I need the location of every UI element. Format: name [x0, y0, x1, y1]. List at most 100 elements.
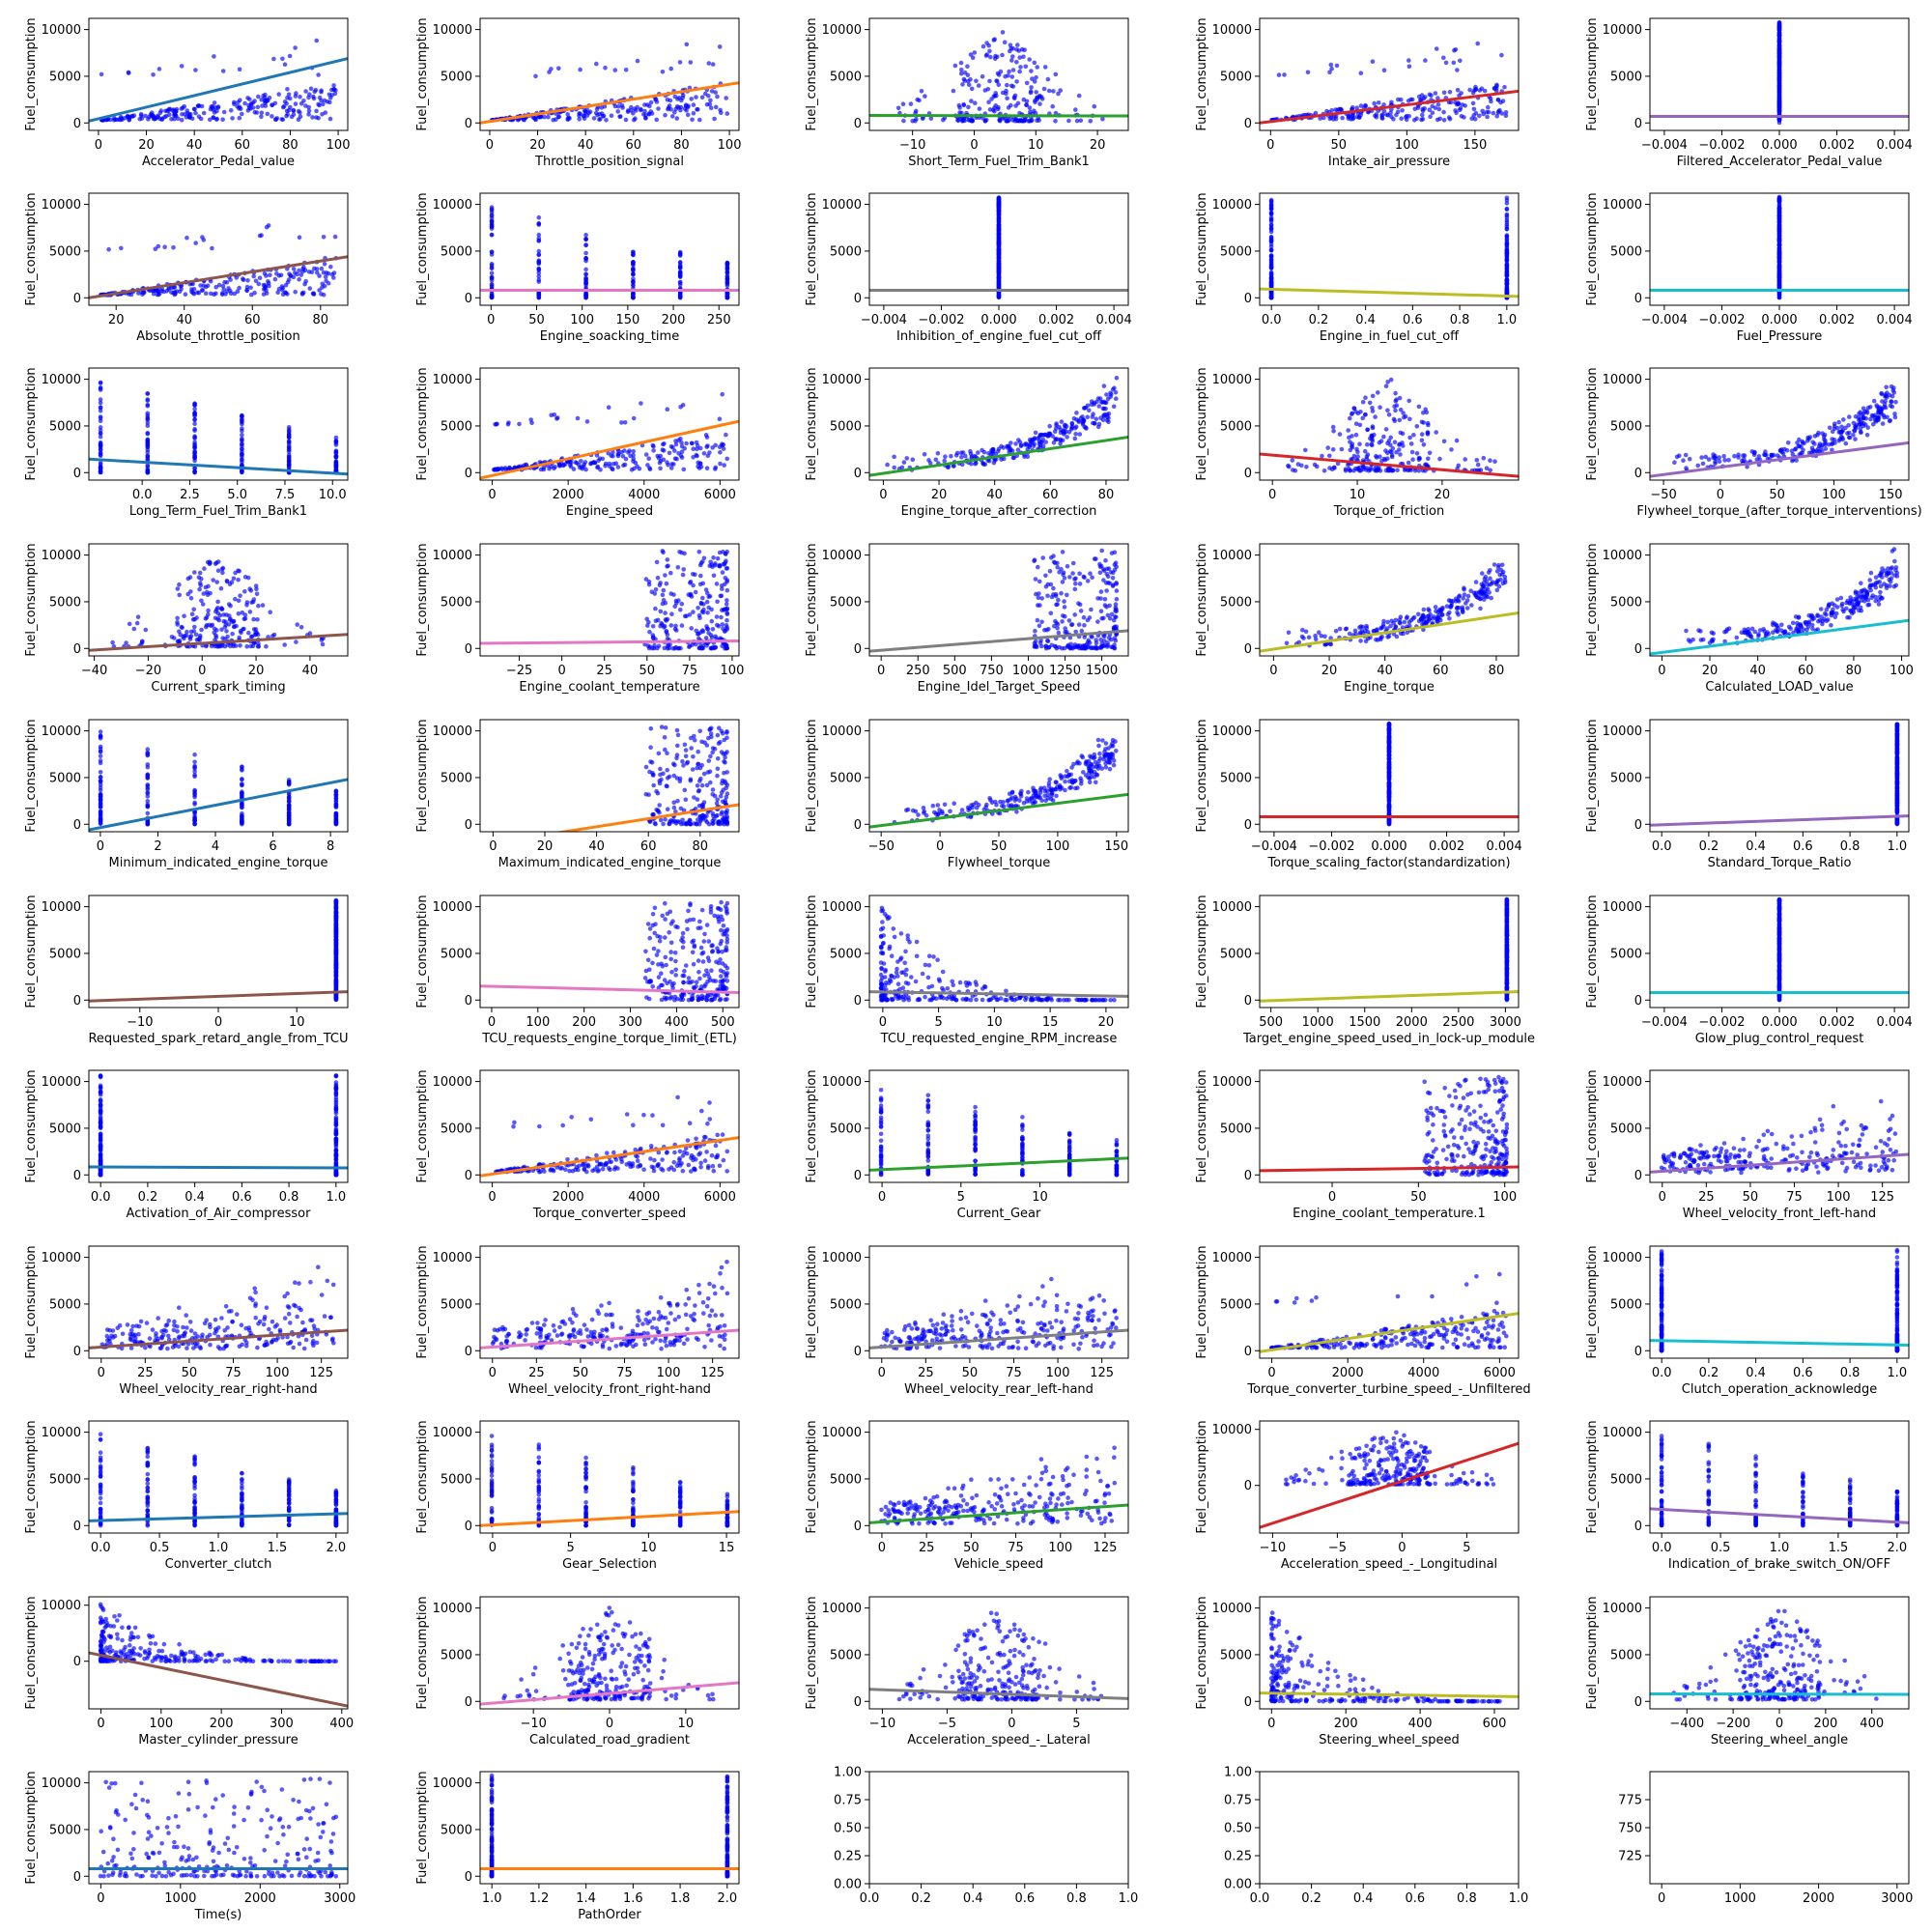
- scatter-point: [240, 414, 244, 419]
- scatter-point: [198, 116, 204, 122]
- scatter-point: [986, 43, 991, 48]
- scatter-point: [987, 48, 992, 54]
- scatter-point: [661, 587, 667, 593]
- scatter-point: [198, 283, 203, 288]
- scatter-point: [177, 592, 182, 598]
- scatter-point: [713, 104, 719, 110]
- scatter-point: [1504, 207, 1510, 212]
- scatter-point: [199, 577, 204, 582]
- scatter-point: [317, 273, 322, 278]
- scatter-point: [633, 460, 639, 466]
- y-tick-label: 0: [854, 117, 862, 131]
- scatter-point: [1484, 109, 1490, 115]
- scatter-point: [1426, 422, 1431, 428]
- scatter-point: [720, 391, 724, 397]
- scatter-point: [996, 273, 1002, 279]
- scatter-point: [1067, 575, 1072, 580]
- scatter-point: [331, 275, 336, 280]
- y-tick-label: 10000: [1212, 373, 1252, 387]
- regression-line: [1650, 440, 1909, 478]
- scatter-point: [1372, 100, 1377, 106]
- x-tick-label: −10: [899, 138, 925, 153]
- scatter-point: [724, 273, 730, 279]
- scatter-point: [1029, 69, 1034, 73]
- scatter-point: [711, 555, 716, 560]
- scatter-point: [1015, 447, 1021, 453]
- scatter-point: [1504, 201, 1510, 206]
- scatter-point: [649, 589, 655, 594]
- scatter-point: [1350, 116, 1355, 122]
- scatter-point: [327, 116, 333, 122]
- scatter-point: [489, 207, 495, 212]
- scatter-point: [98, 397, 103, 402]
- x-tick-label: 10: [1028, 138, 1044, 153]
- scatter-point: [1699, 455, 1704, 460]
- scatter-point: [333, 88, 338, 93]
- scatter-point: [1009, 74, 1015, 79]
- scatter-point: [250, 599, 256, 605]
- scatter-point: [1037, 118, 1041, 123]
- y-tick-label: 10000: [42, 549, 81, 563]
- scatter-point: [653, 587, 659, 592]
- scatter-point: [1867, 405, 1873, 410]
- scatter-point: [645, 623, 650, 628]
- scatter-point: [306, 104, 312, 110]
- scatter-point: [919, 89, 924, 94]
- scatter-point: [169, 635, 175, 639]
- scatter-point: [1038, 440, 1043, 444]
- y-tick-label: 0: [1244, 292, 1252, 306]
- scatter-point: [694, 95, 698, 99]
- subplot-7: 0 50 100 150 200 2500500010000Engine_soacking…: [415, 192, 740, 344]
- scatter-point: [1853, 437, 1858, 441]
- scatter-point: [251, 273, 257, 279]
- y-tick-label: 5000: [830, 70, 862, 84]
- scatter-point: [489, 274, 495, 280]
- scatter-point: [643, 577, 649, 582]
- y-axis-label: Fuel_consumption: [415, 192, 430, 305]
- scatter-point: [321, 292, 327, 298]
- scatter-point: [297, 277, 301, 282]
- x-tick-label: 60: [235, 138, 251, 153]
- scatter-point: [1114, 581, 1119, 585]
- scatter-point: [1376, 100, 1381, 105]
- scatter-point: [222, 625, 228, 630]
- x-tick-label: 0: [970, 138, 978, 153]
- x-axis-label: Throttle_position_signal: [534, 155, 684, 169]
- scatter-point: [266, 223, 271, 228]
- scatter-point: [701, 451, 707, 456]
- x-axis-label: Flywheel_torque_(after_torque_interventi…: [1636, 504, 1921, 519]
- scatter-point: [996, 196, 1002, 201]
- scatter-point: [1063, 626, 1067, 631]
- scatter-point: [156, 243, 161, 249]
- scatter-point: [306, 112, 311, 117]
- scatter-point: [98, 435, 103, 440]
- scatter-point: [696, 606, 700, 611]
- scatter-point: [664, 581, 669, 586]
- scatter-point: [669, 611, 674, 616]
- scatter-point: [1776, 274, 1782, 280]
- y-tick-label: 5000: [440, 419, 472, 434]
- scatter-point: [1066, 118, 1071, 124]
- scatter-point: [313, 87, 319, 93]
- y-axis-label: Fuel_consumption: [805, 17, 819, 130]
- x-tick-label: 100: [1395, 138, 1419, 153]
- regression-line: [1260, 452, 1519, 478]
- scatter-point: [489, 278, 495, 283]
- scatter-point: [254, 591, 260, 597]
- scatter-point: [723, 560, 727, 565]
- scatter-point: [320, 285, 325, 290]
- scatter-point: [1471, 106, 1477, 112]
- scatter-point: [98, 461, 103, 466]
- scatter-point: [240, 419, 244, 425]
- scatter-point: [211, 578, 215, 582]
- scatter-point: [1347, 466, 1351, 471]
- scatter-point: [1380, 112, 1385, 117]
- scatter-point: [331, 83, 336, 88]
- scatter-point: [192, 426, 197, 432]
- scatter-point: [631, 249, 636, 255]
- scatter-point: [1424, 410, 1430, 415]
- scatter-point: [724, 270, 730, 275]
- x-tick-label: 0.0: [132, 488, 153, 502]
- scatter-point: [333, 459, 339, 464]
- scatter-point: [98, 400, 103, 406]
